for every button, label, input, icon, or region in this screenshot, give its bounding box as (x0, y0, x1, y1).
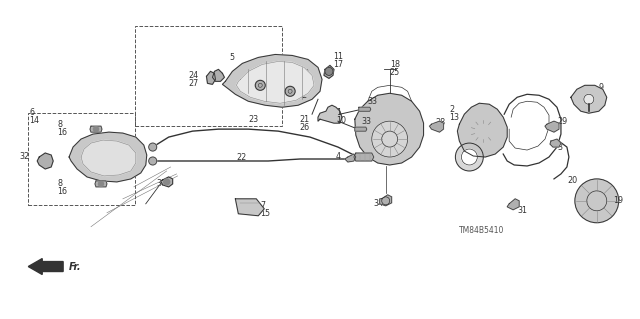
Polygon shape (236, 199, 264, 216)
Polygon shape (355, 127, 367, 131)
Polygon shape (236, 62, 314, 103)
Circle shape (372, 121, 408, 157)
Circle shape (148, 143, 157, 151)
Text: 31: 31 (517, 206, 527, 215)
Text: 25: 25 (390, 68, 400, 77)
Text: 33: 33 (368, 97, 378, 106)
Text: 30: 30 (157, 179, 166, 189)
Circle shape (325, 67, 333, 75)
Text: 33: 33 (362, 117, 372, 126)
Polygon shape (37, 153, 53, 169)
Circle shape (255, 80, 265, 90)
Circle shape (93, 127, 99, 132)
Text: 23: 23 (248, 115, 259, 124)
Text: 27: 27 (189, 79, 199, 88)
Polygon shape (345, 154, 356, 162)
Polygon shape (507, 199, 519, 210)
FancyArrow shape (28, 259, 63, 274)
Circle shape (584, 94, 594, 104)
Polygon shape (69, 132, 147, 182)
Polygon shape (81, 140, 136, 176)
Text: 17: 17 (333, 60, 343, 69)
Text: 15: 15 (260, 209, 270, 218)
Text: 12: 12 (299, 69, 309, 78)
Circle shape (285, 86, 295, 96)
Text: 2: 2 (449, 105, 454, 114)
Text: 22: 22 (236, 152, 246, 161)
Circle shape (575, 179, 619, 223)
Polygon shape (212, 70, 225, 81)
Polygon shape (458, 103, 507, 157)
Circle shape (99, 182, 104, 186)
Polygon shape (95, 181, 107, 187)
Text: 34: 34 (374, 199, 384, 208)
Text: 11: 11 (333, 52, 343, 61)
Text: 8: 8 (57, 120, 62, 129)
Text: 28: 28 (435, 118, 445, 127)
Polygon shape (223, 55, 322, 107)
Text: 9: 9 (599, 83, 604, 92)
Text: TM84B5410: TM84B5410 (460, 226, 505, 235)
Text: 18: 18 (390, 60, 400, 69)
Circle shape (461, 149, 477, 165)
Text: 20: 20 (567, 176, 577, 185)
Text: 1: 1 (336, 108, 341, 117)
Polygon shape (550, 139, 561, 147)
Text: 24: 24 (189, 71, 198, 80)
Text: 8: 8 (57, 179, 62, 189)
Polygon shape (318, 105, 342, 123)
Polygon shape (161, 177, 173, 187)
Text: 19: 19 (612, 196, 623, 205)
Text: 12: 12 (297, 91, 307, 100)
Polygon shape (355, 93, 424, 165)
Circle shape (164, 179, 170, 185)
Text: 7: 7 (260, 201, 266, 210)
Polygon shape (380, 195, 392, 206)
Circle shape (148, 157, 157, 165)
Text: 16: 16 (57, 128, 67, 137)
Polygon shape (429, 121, 444, 132)
Text: 13: 13 (449, 113, 460, 122)
Text: 4: 4 (336, 152, 341, 160)
Text: 16: 16 (57, 187, 67, 197)
Text: 6: 6 (29, 108, 35, 117)
Polygon shape (90, 126, 102, 132)
Bar (28, 113, 135, 204)
Polygon shape (571, 85, 607, 113)
Text: 32: 32 (19, 152, 29, 160)
Polygon shape (354, 153, 374, 161)
Polygon shape (359, 107, 371, 111)
Text: 21: 21 (299, 115, 309, 124)
Text: 26: 26 (299, 122, 309, 132)
Bar (135, 26, 282, 126)
Text: 10: 10 (336, 116, 346, 125)
Polygon shape (324, 65, 334, 78)
Text: 5: 5 (229, 53, 234, 62)
Text: 14: 14 (29, 116, 39, 125)
Text: Fr.: Fr. (69, 262, 82, 271)
Polygon shape (207, 71, 216, 84)
Polygon shape (545, 121, 559, 132)
Circle shape (456, 143, 483, 171)
Text: 3: 3 (557, 143, 562, 152)
Text: 29: 29 (557, 117, 567, 126)
